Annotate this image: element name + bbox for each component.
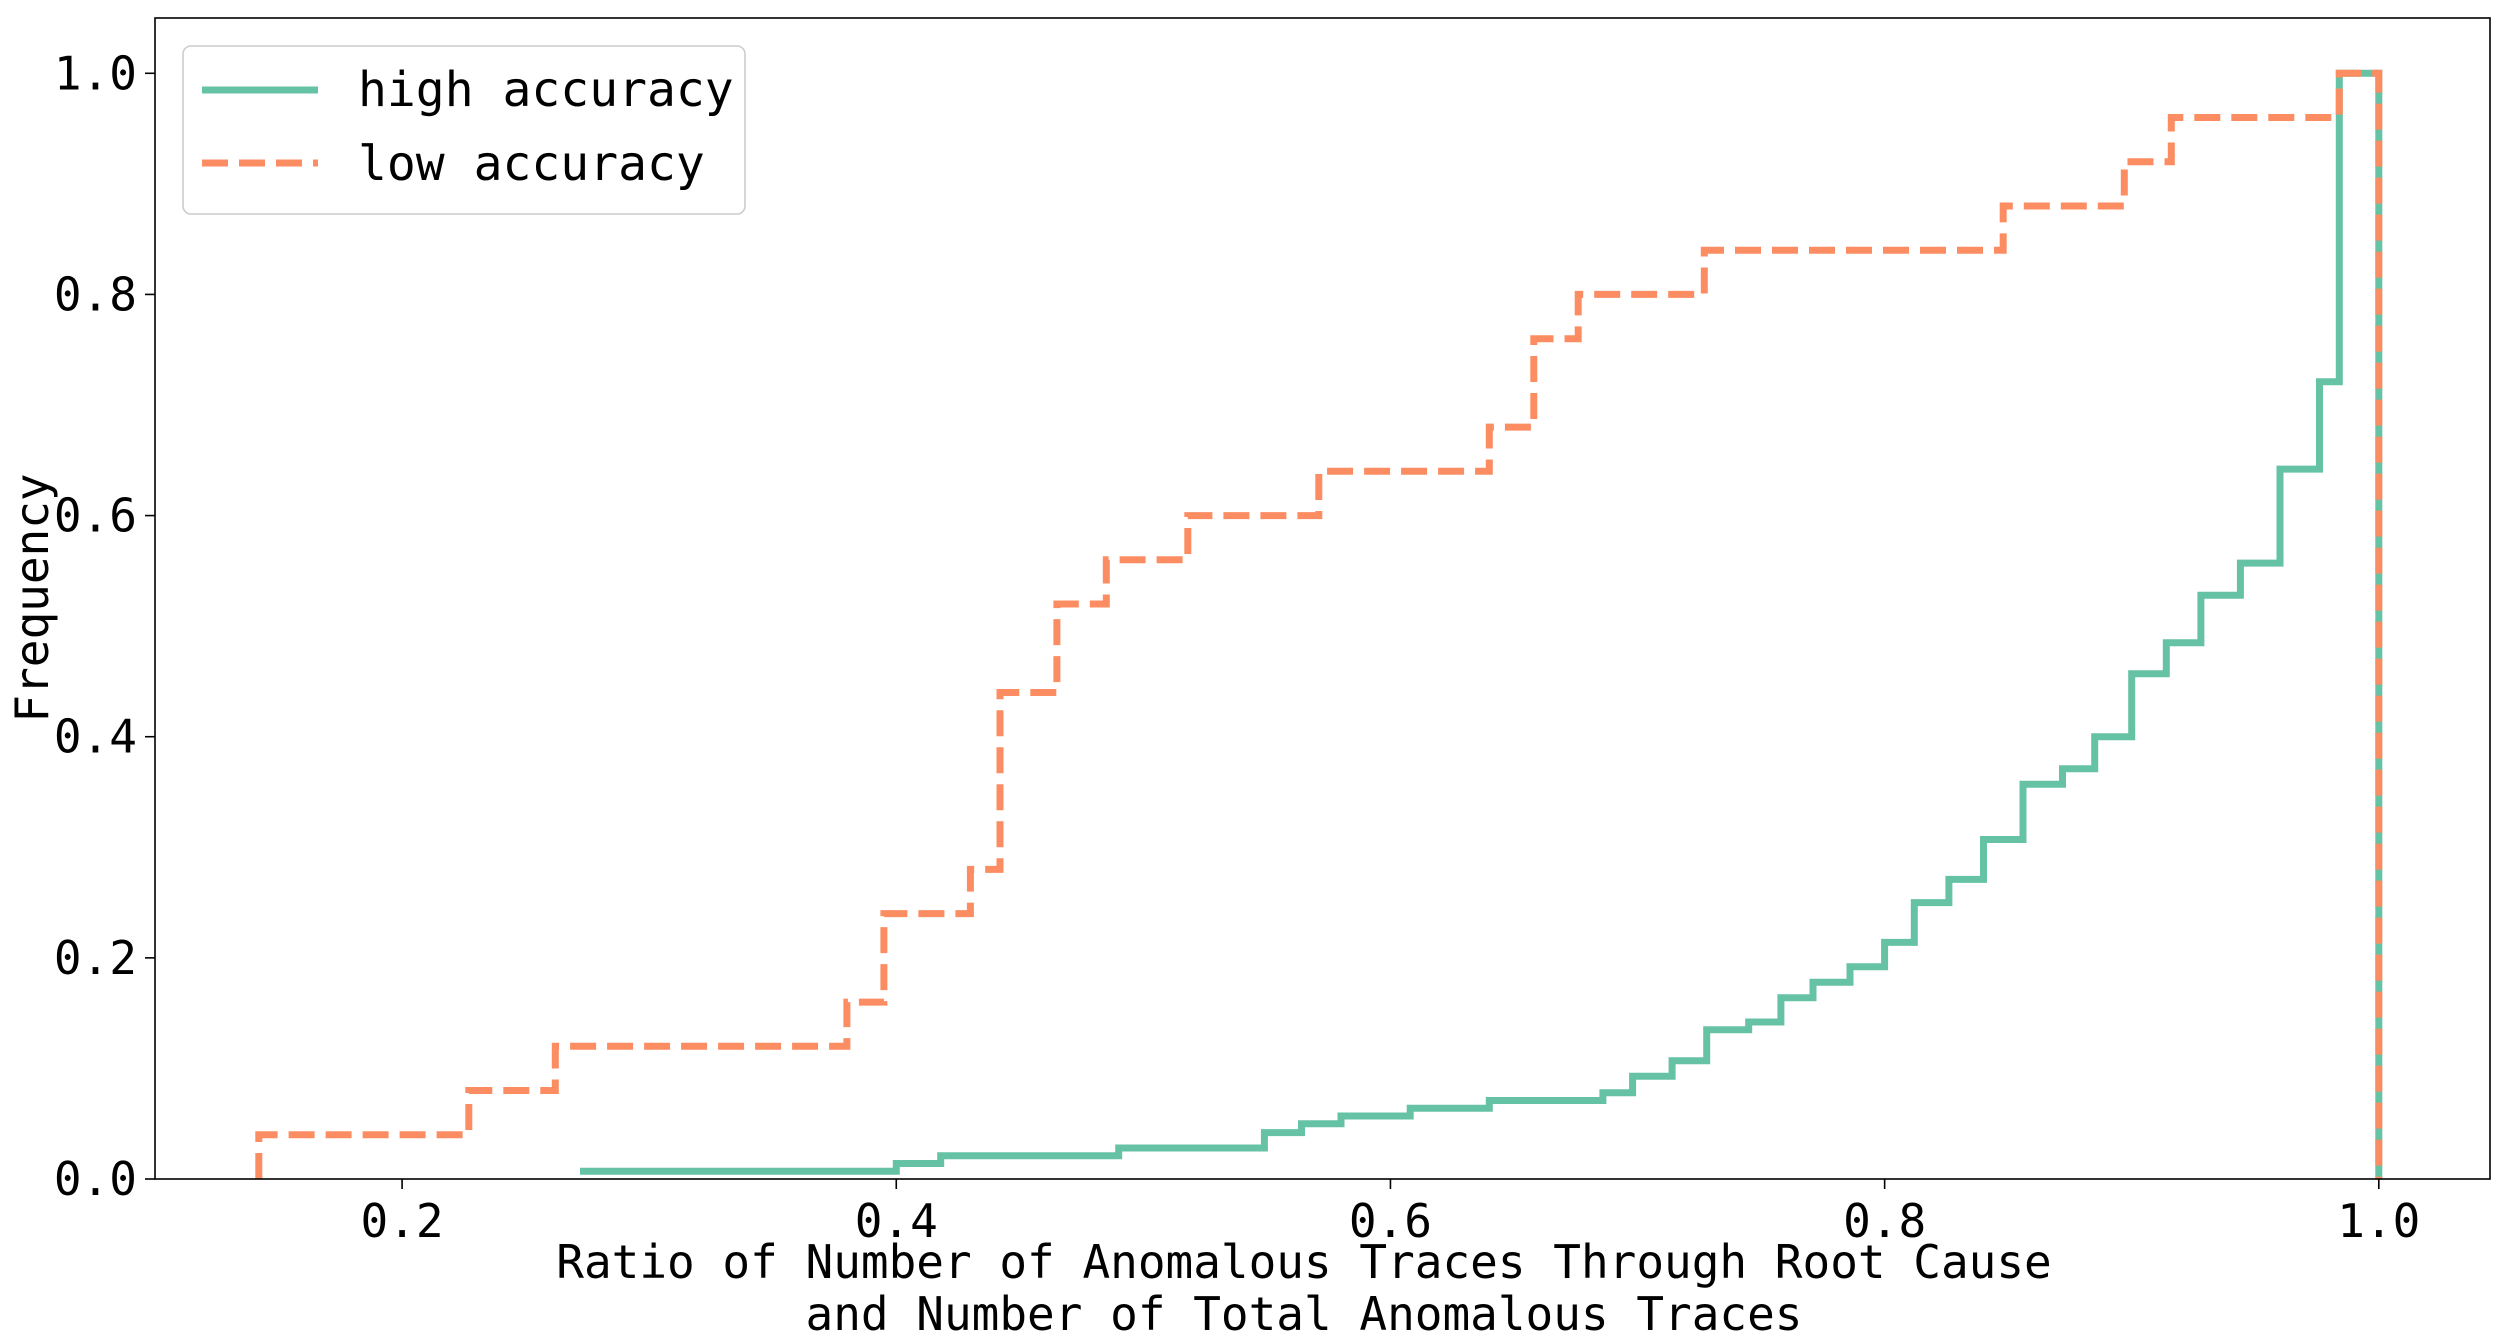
y-tick-label: 0.2: [54, 931, 137, 985]
legend-label-high-accuracy: high accuracy: [358, 62, 734, 118]
legend: high accuracy low accuracy: [182, 45, 746, 215]
x-tick-label: 0.6: [1349, 1194, 1432, 1248]
x-tick-label: 0.8: [1843, 1194, 1926, 1248]
x-tick-label: 1.0: [2337, 1194, 2420, 1248]
legend-box: [182, 45, 746, 215]
y-tick-label: 0.0: [54, 1152, 137, 1206]
y-tick-label: 1.0: [54, 46, 137, 100]
y-tick-label: 0.4: [54, 710, 137, 764]
x-tick-label: 0.4: [855, 1194, 938, 1248]
ticks-layer: 0.2 0.4 0.6 0.8 1.0 0.0 0.2 0.4 0.6 0.8 1.0: [54, 46, 2420, 1248]
y-tick-label: 0.6: [54, 489, 137, 543]
x-tick-label: 0.2: [361, 1194, 444, 1248]
series-layer: [255, 69, 2383, 1179]
x-axis-label-line-1: Ratio of Number of Anomalous Traces Thro…: [556, 1235, 2052, 1289]
series-line-high-accuracy: [580, 69, 2383, 1179]
y-axis-label: Frequency: [5, 473, 59, 722]
x-axis-label-line-2: and Number of Total Anomalous Traces: [806, 1287, 1803, 1336]
series-line-low-accuracy: [255, 69, 2383, 1179]
legend-label-low-accuracy: low accuracy: [358, 136, 705, 192]
y-tick-label: 0.8: [54, 267, 137, 321]
plot-frame: [154, 17, 2491, 1180]
